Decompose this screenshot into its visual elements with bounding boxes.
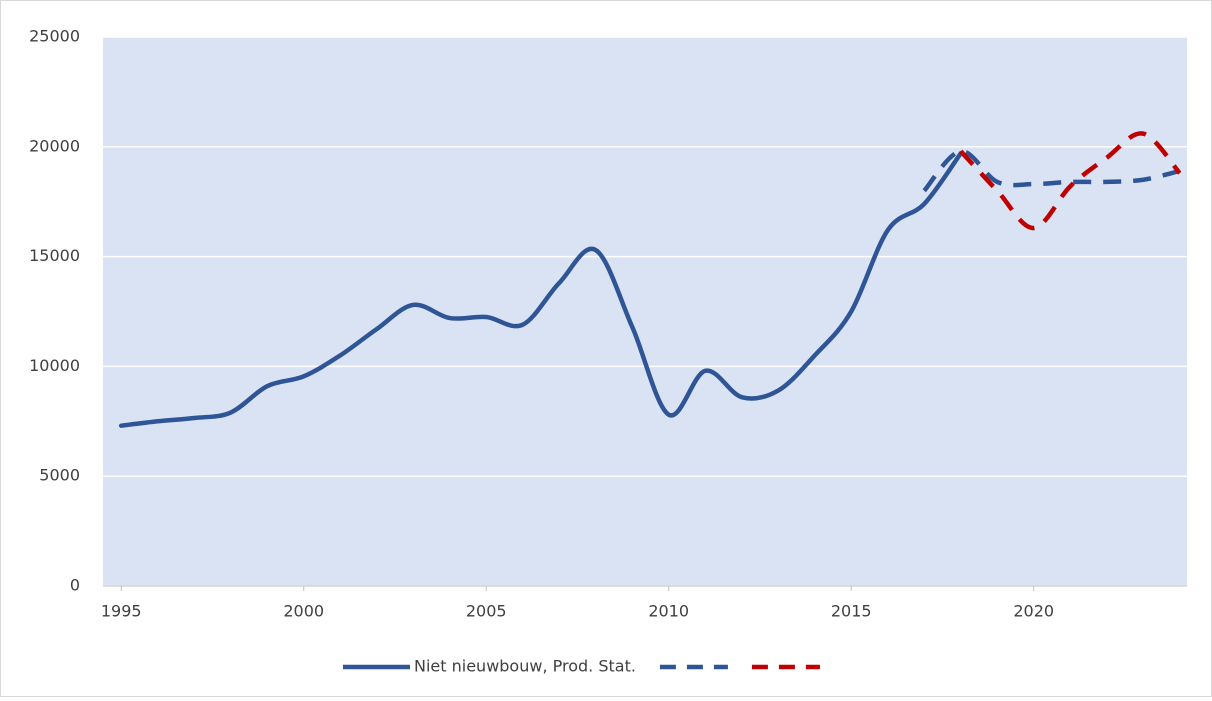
plot-area bbox=[103, 37, 1187, 586]
y-tick-label: 0 bbox=[70, 576, 80, 595]
series-line bbox=[922, 148, 1181, 193]
y-tick-label: 15000 bbox=[29, 246, 80, 265]
x-tick-label: 1995 bbox=[101, 602, 142, 621]
x-tick-label: 2005 bbox=[466, 602, 507, 621]
legend-label: Niet nieuwbouw, Prod. Stat. bbox=[414, 657, 636, 676]
y-tick-label: 10000 bbox=[29, 356, 80, 375]
series-line bbox=[959, 131, 1182, 231]
y-tick-label: 5000 bbox=[39, 466, 80, 485]
x-tick-label: 2000 bbox=[283, 602, 324, 621]
x-tick-label: 2010 bbox=[648, 602, 689, 621]
x-tick-label: 2015 bbox=[831, 602, 872, 621]
y-tick-label: 20000 bbox=[29, 136, 80, 155]
series-line bbox=[118, 151, 963, 428]
x-tick-label: 2020 bbox=[1013, 602, 1054, 621]
y-tick-label: 25000 bbox=[29, 27, 80, 46]
